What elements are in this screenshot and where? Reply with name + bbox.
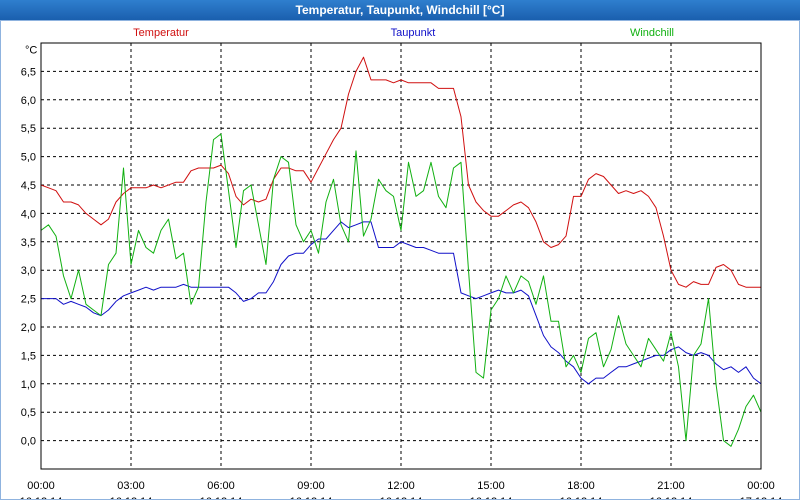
y-tick-label: 0,5 (21, 407, 36, 419)
x-tick-date: 16.12.14 (110, 496, 153, 499)
x-tick-time: 00:00 (747, 480, 775, 492)
x-tick-date: 16.12.14 (290, 496, 333, 499)
y-tick-label: 1,5 (21, 350, 36, 362)
y-unit-label: °C (25, 44, 37, 56)
x-tick-time: 03:00 (117, 480, 145, 492)
grid (41, 43, 761, 469)
x-tick-date: 16.12.14 (470, 496, 513, 499)
plot-frame (40, 42, 762, 470)
legend-item-windchill: Windchill (630, 27, 674, 39)
y-tick-label: 1,0 (21, 379, 36, 391)
x-tick-time: 18:00 (567, 480, 595, 492)
y-tick-label: 6,0 (21, 95, 36, 107)
x-tick-time: 09:00 (297, 480, 325, 492)
x-tick-time: 21:00 (657, 480, 685, 492)
y-tick-label: 3,5 (21, 237, 36, 249)
legend-item-taupunkt: Taupunkt (391, 27, 436, 39)
y-tick-label: 2,0 (21, 322, 36, 334)
x-tick-date: 16.12.14 (560, 496, 603, 499)
y-tick-label: 5,5 (21, 123, 36, 135)
x-tick-date: 16.12.14 (380, 496, 423, 499)
x-tick-date: 17.12.14 (740, 496, 783, 499)
x-tick-time: 15:00 (477, 480, 505, 492)
chart-panel: 0,0 0,5 1,0 1,5 2,0 2,5 3,0 3,5 4,0 4,5 5,0 5,5 6,0 6… (0, 20, 800, 500)
x-axis-ticks: 00:00 16.12.14 03:00 16.12.14 06:00 16.12.14 0… (20, 480, 783, 499)
x-tick-time: 00:00 (27, 480, 55, 492)
series-lines (40, 56, 762, 447)
y-tick-label: 5,0 (21, 152, 36, 164)
series-line-temperatur (40, 56, 761, 288)
y-tick-label: 0,0 (21, 436, 36, 448)
x-tick-time: 06:00 (207, 480, 235, 492)
y-tick-label: 3,0 (21, 265, 36, 277)
x-tick-time: 12:00 (387, 480, 415, 492)
chart-window-title: Temperatur, Taupunkt, Windchill [°C] (0, 0, 800, 20)
y-tick-label: 2,5 (21, 294, 36, 306)
y-tick-label: 4,0 (21, 208, 36, 220)
y-tick-label: 4,5 (21, 180, 36, 192)
plot-border (40, 42, 762, 470)
x-tick-date: 16.12.14 (650, 496, 693, 499)
y-axis-ticks: 0,0 0,5 1,0 1,5 2,0 2,5 3,0 3,5 4,0 4,5 5,0 5,5 6,0 6… (21, 44, 38, 447)
series-line-windchill (40, 133, 762, 447)
legend-item-temperatur: Temperatur (133, 27, 189, 39)
x-tick-date: 16.12.14 (20, 496, 63, 499)
line-chart: 0,0 0,5 1,0 1,5 2,0 2,5 3,0 3,5 4,0 4,5 5,0 5,5 6,0 6… (20, 27, 783, 499)
y-tick-label: 6,5 (21, 66, 36, 78)
legend: Temperatur Taupunkt Windchill (133, 27, 674, 39)
x-tick-date: 16.12.14 (200, 496, 243, 499)
series-line-taupunkt (41, 221, 762, 385)
